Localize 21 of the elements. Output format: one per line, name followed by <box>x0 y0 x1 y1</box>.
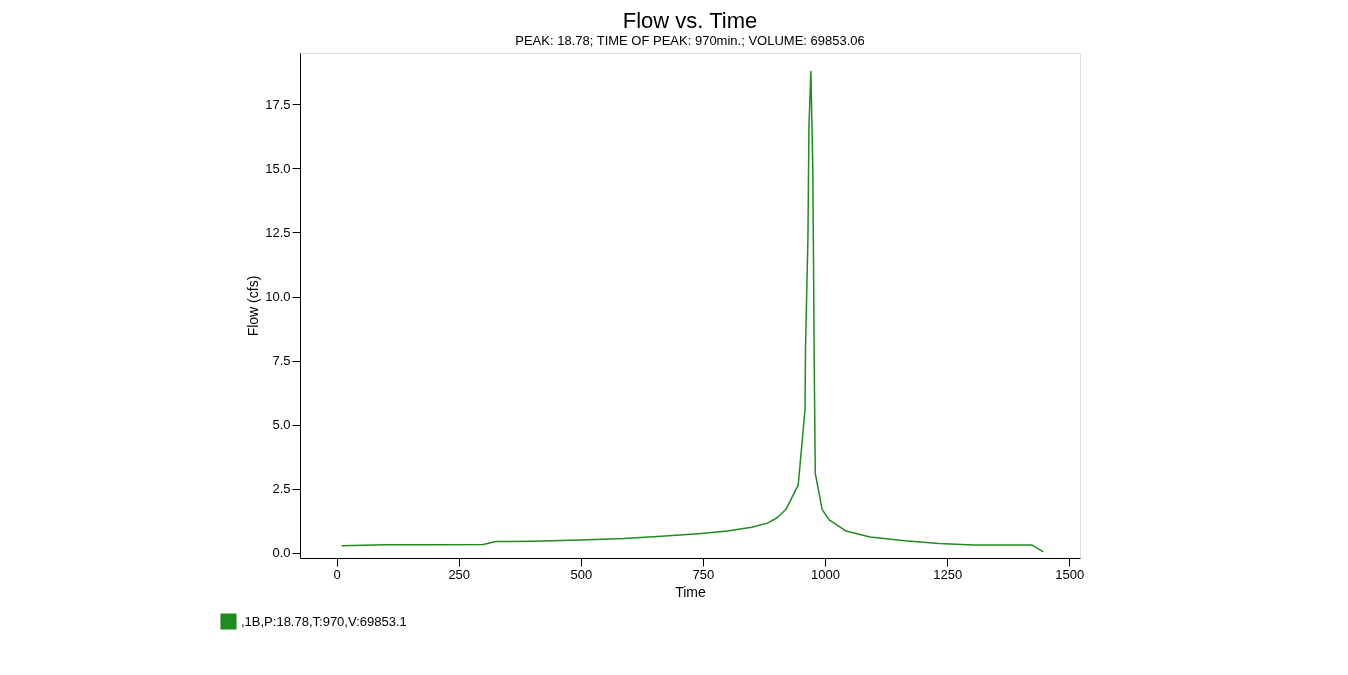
x-tick-label: 1500 <box>1055 566 1085 582</box>
y-tick-label: 17.5 <box>265 96 291 112</box>
y-tick-label: 12.5 <box>265 224 291 240</box>
x-axis-title: Time <box>675 583 707 600</box>
x-tick-label: 1000 <box>811 566 841 582</box>
y-tick-label: 7.5 <box>272 353 291 369</box>
line-series <box>340 70 1045 553</box>
x-tick-label: 1250 <box>933 566 963 582</box>
y-tick-label: 0.0 <box>272 545 291 561</box>
y-tick-label: 5.0 <box>272 417 291 433</box>
x-tick-label: 250 <box>448 566 471 582</box>
chart-subtitle: PEAK: 18.78; TIME OF PEAK: 970min.; VOLUME: 69853.06 <box>515 33 865 48</box>
legend-label: ,1B,P:18.78,T:970,V:69853.1 <box>241 613 407 629</box>
x-tick-label: 750 <box>692 566 715 582</box>
x-tick-label: 500 <box>570 566 593 582</box>
y-tick-label: 10.0 <box>265 289 291 305</box>
chart-title: Flow vs. Time <box>622 8 758 33</box>
y-tick-label: 15.0 <box>265 160 291 176</box>
y-tick-label: 2.5 <box>272 481 291 497</box>
x-tick-label: 0 <box>333 566 341 582</box>
y-axis-title: Flow (cfs) <box>245 275 262 337</box>
